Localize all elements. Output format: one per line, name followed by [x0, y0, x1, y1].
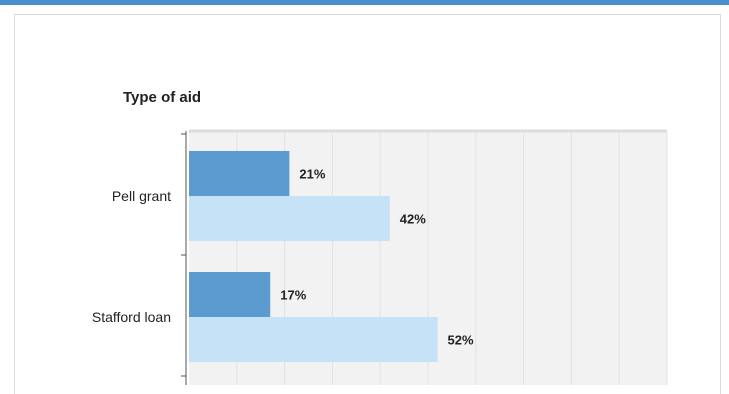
y-axis-title: Type of aid	[123, 89, 201, 106]
bar-s1-c0	[189, 196, 390, 241]
category-label-0: Pell grant	[112, 188, 171, 204]
bar-s0-c1	[189, 272, 271, 317]
category-label-1: Stafford loan	[92, 309, 171, 325]
data-label-s1-c0: 42%	[400, 212, 426, 227]
bar-chart: Type of aid Pell grant 21% 42% Stafford loa…	[92, 89, 668, 385]
data-label-s0-c0: 21%	[299, 167, 325, 182]
data-label-s0-c1: 17%	[280, 288, 306, 303]
bar-s0-c0	[189, 151, 290, 196]
bar-s1-c1	[189, 317, 438, 362]
data-label-s1-c1: 52%	[448, 333, 474, 348]
header-accent-bar	[0, 0, 729, 5]
